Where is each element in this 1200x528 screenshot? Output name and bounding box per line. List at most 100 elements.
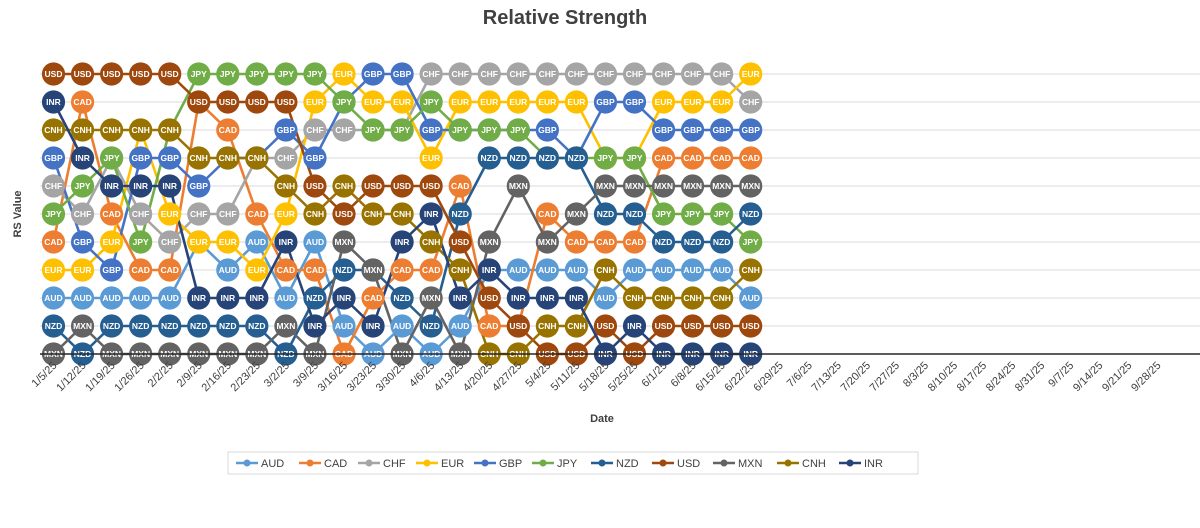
marker-label: CAD [567, 237, 585, 247]
data-point-eur: EUR [506, 90, 530, 114]
marker-label: CAD [44, 237, 62, 247]
data-point-cnh: CNH [681, 286, 705, 310]
data-point-inr: INR [361, 314, 385, 338]
data-point-cad: CAD [361, 286, 385, 310]
series-layer: AUD AUD AUD AUD AUD AUD AUD AUD AUD AUD AUD AUD AUD A… [41, 62, 763, 366]
marker-dot [564, 230, 589, 254]
marker-label: CHF [161, 237, 178, 247]
data-point-nzd: NZD [681, 230, 705, 254]
marker-dot [448, 62, 472, 86]
marker-dot [158, 314, 182, 338]
marker-dot [419, 202, 443, 226]
marker-dot [535, 258, 559, 282]
marker-dot [129, 230, 153, 254]
chart-title: Relative Strength [483, 7, 647, 29]
marker-label: CNH [683, 293, 701, 303]
marker-label: USD [364, 181, 382, 191]
data-point-nzd: NZD [41, 314, 66, 338]
data-point-aud: AUD [70, 286, 95, 310]
data-point-nzd: NZD [477, 146, 501, 170]
marker-dot [593, 258, 618, 282]
marker-dot [100, 118, 124, 142]
marker-label: MXN [567, 209, 586, 219]
data-point-cad: CAD [710, 146, 734, 170]
legend-label: MXN [738, 458, 763, 470]
data-point-chf: CHF [187, 202, 211, 226]
data-point-mxn: MXN [651, 174, 676, 198]
legend-item-cnh: CNH [777, 458, 826, 470]
data-point-inr: INR [448, 286, 472, 310]
marker-label: CNH [277, 181, 295, 191]
marker-label: MXN [712, 181, 731, 191]
marker-label: AUD [160, 293, 178, 303]
x-tick-label: 6/1/25 [640, 360, 670, 390]
legend-label: JPY [557, 458, 578, 470]
marker-label: CHF [219, 209, 236, 219]
x-tick-label: 1/19/25 [83, 360, 117, 394]
data-point-gbp: GBP [303, 146, 327, 170]
marker-dot [622, 90, 647, 114]
marker-label: CHF [190, 209, 207, 219]
data-point-cad: CAD [477, 314, 501, 338]
data-point-usd: USD [129, 62, 153, 86]
marker-label: CAD [131, 265, 149, 275]
x-tick-label: 4/27/25 [490, 360, 524, 394]
legend-dot [306, 459, 314, 467]
marker-label: MXN [538, 237, 557, 247]
marker-dot [129, 174, 153, 198]
marker-label: GBP [102, 265, 121, 275]
data-point-aud: AUD [448, 314, 472, 338]
marker-dot [710, 174, 734, 198]
marker-label: EUR [451, 97, 469, 107]
data-point-mxn: MXN [332, 230, 356, 254]
data-point-inr: INR [158, 174, 182, 198]
marker-label: EUR [684, 97, 702, 107]
data-point-cnh: CNH [158, 118, 182, 142]
marker-dot [535, 62, 559, 86]
marker-label: CNH [451, 265, 469, 275]
data-point-cad: CAD [535, 202, 559, 226]
marker-dot [332, 118, 356, 142]
marker-label: CNH [190, 153, 208, 163]
marker-label: CNH [335, 181, 353, 191]
marker-dot [681, 314, 705, 338]
marker-dot [651, 146, 676, 170]
marker-dot [622, 202, 647, 226]
marker-label: EUR [103, 237, 121, 247]
data-point-cnh: CNH [41, 118, 66, 142]
data-point-cad: CAD [129, 258, 153, 282]
marker-label: CNH [102, 125, 120, 135]
marker-dot [419, 174, 443, 198]
x-tick-label: 1/12/25 [54, 360, 88, 394]
marker-label: NZD [510, 153, 527, 163]
marker-label: INR [250, 293, 265, 303]
marker-label: USD [277, 97, 295, 107]
marker-dot [41, 314, 66, 338]
data-point-nzd: NZD [216, 314, 240, 338]
data-point-chf: CHF [70, 202, 95, 226]
marker-dot [158, 286, 182, 310]
data-point-nzd: NZD [187, 314, 211, 338]
marker-label: CNH [248, 153, 266, 163]
legend: AUD CAD CHF EUR GBP JPY NZD USD MXN CNH INR [227, 451, 919, 475]
marker-dot [390, 230, 414, 254]
marker-dot [100, 258, 124, 282]
marker-dot [506, 314, 530, 338]
data-point-cad: CAD [419, 258, 443, 282]
marker-label: INR [133, 181, 148, 191]
data-point-cnh: CNH [216, 146, 240, 170]
marker-dot [739, 62, 763, 86]
marker-dot [216, 118, 240, 142]
x-tick-label: 3/23/25 [345, 360, 379, 394]
data-point-eur: EUR [651, 90, 676, 114]
marker-label: CAD [364, 293, 382, 303]
x-tick-label: 7/20/25 [839, 360, 873, 394]
marker-dot [100, 202, 124, 226]
data-point-cad: CAD [681, 146, 705, 170]
marker-dot [303, 62, 327, 86]
legend-dot [365, 459, 373, 467]
data-point-eur: EUR [390, 90, 414, 114]
data-point-usd: USD [303, 174, 327, 198]
marker-dot [245, 202, 269, 226]
